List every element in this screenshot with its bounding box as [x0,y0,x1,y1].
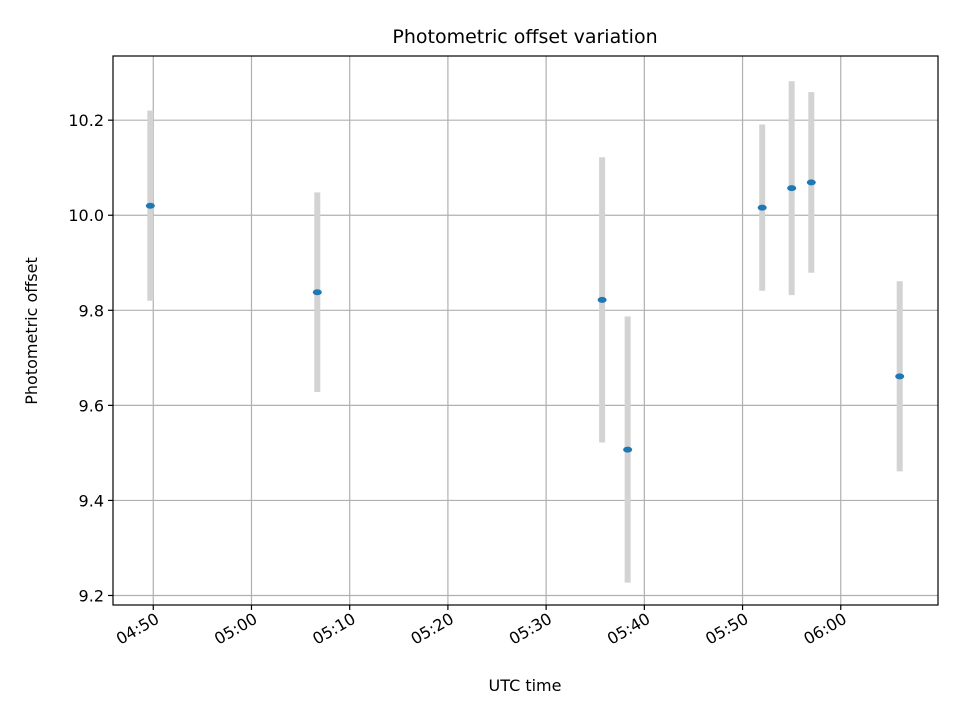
data-point [895,373,905,380]
x-tick-label: 04:50 [113,609,162,649]
x-tick-label: 05:40 [604,609,653,649]
x-axis-label: UTC time [489,676,562,695]
plot-area-frame [112,55,939,606]
x-axis-ticks: 04:50 05:00 05:10 05:20 05:30 05:40 05:50 06:00 [113,605,850,649]
y-tick-label: 9.6 [79,396,104,415]
y-axis-label: Photometric offset [22,257,41,405]
data-point [787,185,797,192]
data-point [757,204,767,211]
data-points [145,179,905,453]
chart-title: Photometric offset variation [392,26,657,48]
x-tick-label: 05:30 [506,609,555,649]
y-tick-label: 9.4 [79,491,104,510]
y-tick-label: 9.2 [79,586,104,605]
x-tick-label: 06:00 [800,609,849,649]
x-tick-label: 05:20 [407,609,456,649]
data-point [806,179,816,186]
data-point [312,289,322,296]
y-tick-label: 9.8 [79,301,104,320]
y-tick-label: 10.2 [68,111,104,130]
x-tick-label: 05:50 [702,609,751,649]
y-tick-label: 10.0 [68,206,104,225]
y-axis-ticks: 9.2 9.4 9.6 9.8 10.0 10.2 [68,111,113,605]
data-point [597,296,607,303]
x-tick-label: 05:00 [211,609,260,649]
error-bars [147,81,903,583]
data-point [623,446,633,453]
x-tick-label: 05:10 [309,609,358,649]
grid [113,56,938,605]
data-point [145,202,155,209]
